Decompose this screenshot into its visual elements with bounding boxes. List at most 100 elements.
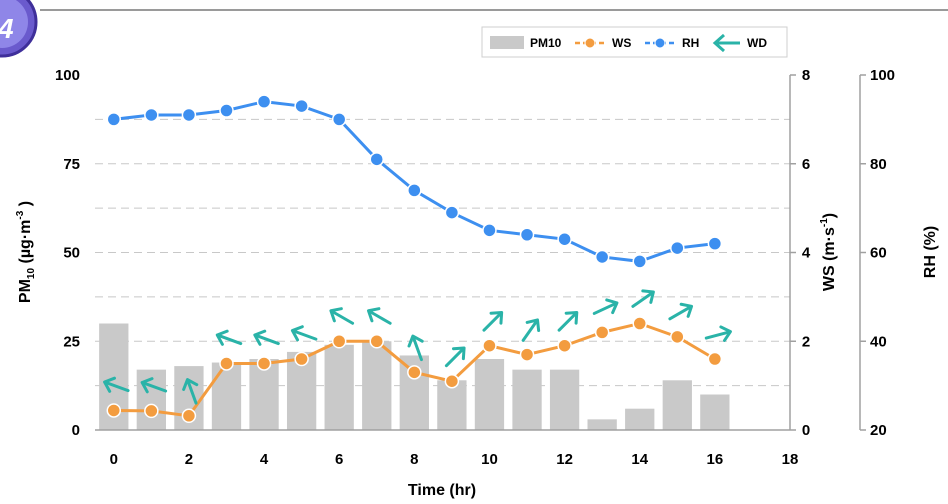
wd-arrow-head — [329, 307, 343, 323]
left-axis-title-main: PM — [17, 279, 34, 303]
x-tick-label: 2 — [185, 451, 193, 468]
ws-marker — [256, 356, 272, 371]
legend-rh-label: RH — [682, 36, 699, 50]
ws-marker — [369, 334, 385, 349]
ws-marker — [707, 351, 723, 367]
ws-tick-label: 8 — [802, 67, 810, 84]
rh-marker — [519, 227, 535, 242]
legend-rh-marker — [654, 37, 666, 49]
legend-wd-arrow-icon — [712, 33, 740, 53]
ws-marker — [594, 325, 610, 340]
ws-tick-label: 6 — [802, 156, 810, 173]
x-axis-title: Time (hr) — [408, 482, 476, 499]
pm10-bar — [211, 362, 242, 430]
x-tick-label: 6 — [335, 451, 343, 468]
ws-marker — [482, 338, 497, 353]
pm10-bar — [587, 419, 617, 430]
left-axis-title: PM10 (µg·m-3 ) — [15, 201, 37, 303]
ws-tick-label: 0 — [802, 422, 810, 439]
rh-marker — [444, 205, 460, 220]
wd-arrow-shaft — [291, 329, 318, 341]
rh-marker — [707, 236, 723, 251]
ws-marker — [294, 351, 309, 367]
wd-arrow — [253, 329, 280, 346]
left-tick-label: 100 — [55, 67, 80, 84]
wd-arrow-shaft — [704, 330, 731, 340]
pm10-bar — [324, 344, 354, 430]
wd-arrow-shaft — [592, 301, 618, 315]
ws-axis-title-main: WS (m·s — [821, 227, 838, 291]
wd-arrow-head — [140, 377, 154, 394]
legend-pm10-label: PM10 — [530, 36, 562, 50]
left-axis-title-unit: (µg·m — [17, 220, 34, 268]
rh-marker — [594, 249, 610, 265]
pm10-bar — [249, 359, 279, 430]
left-tick-label: 0 — [72, 422, 80, 439]
wd-arrow-head — [451, 346, 466, 361]
wd-arrow — [366, 307, 392, 325]
legend-wd-label: WD — [747, 36, 767, 50]
wd-arrow — [215, 329, 243, 346]
legend-box — [481, 26, 788, 58]
ws-marker — [670, 329, 685, 345]
rh-marker — [557, 231, 572, 247]
legend-ws-marker — [584, 37, 596, 49]
wd-arrow — [704, 325, 732, 342]
ws-marker — [106, 403, 122, 418]
ws-marker — [632, 316, 647, 331]
wd-arrow-head — [679, 302, 694, 318]
wd-arrow-head — [564, 310, 579, 325]
wd-arrow-shaft — [411, 335, 423, 362]
wd-arrow-shaft — [216, 333, 243, 346]
wd-arrow-head — [103, 376, 116, 393]
pm10-bar — [700, 394, 730, 430]
wd-arrow-head — [366, 307, 381, 323]
ws-tick-label: 2 — [802, 333, 810, 350]
axis-layer — [95, 74, 866, 431]
ws-axis-title: WS (m·s-1) — [819, 213, 838, 291]
wd-arrow — [329, 307, 355, 325]
rh-tick-label: 40 — [870, 333, 887, 350]
ws-marker — [331, 334, 347, 349]
wd-arrow-shaft — [330, 309, 355, 325]
wd-arrow-shaft — [521, 319, 539, 342]
left-tick-label: 75 — [63, 156, 80, 173]
grid-layer — [95, 118, 790, 387]
ws-marker — [144, 403, 159, 419]
rh-marker — [256, 94, 272, 109]
rh-tick-label: 80 — [870, 156, 887, 173]
wd-arrow-shaft — [186, 379, 198, 405]
rh-tick-label: 20 — [870, 422, 887, 439]
ws-marker — [444, 373, 460, 389]
x-tick-label: 0 — [110, 451, 118, 468]
rh-marker — [144, 107, 159, 123]
pm10-bar — [474, 359, 505, 430]
x-tick-label: 10 — [481, 451, 498, 468]
pm10-bar — [625, 408, 655, 430]
ws-marker — [407, 365, 422, 380]
wd-arrow-head — [290, 325, 304, 342]
legend-pm10-swatch — [490, 36, 524, 49]
pm10-bar — [549, 369, 580, 430]
ws-tick-label: 4 — [802, 245, 811, 262]
x-tick-label: 12 — [556, 451, 573, 468]
wd-arrow — [407, 334, 424, 362]
rh-marker — [331, 112, 347, 127]
left-axis-title-sub: 10 — [26, 268, 37, 280]
wd-arrow — [592, 298, 619, 315]
wd-arrow-head — [407, 334, 424, 348]
x-tick-label: 8 — [410, 451, 418, 468]
pm10-bar — [362, 341, 392, 430]
wd-arrow — [521, 318, 541, 342]
left-tick-label: 50 — [63, 245, 80, 262]
wd-arrow — [668, 302, 694, 321]
wd-arrow — [557, 310, 579, 332]
line-layer — [106, 94, 723, 424]
wd-arrow-head — [215, 329, 229, 346]
rh-marker — [219, 103, 234, 118]
wd-arrow — [103, 376, 130, 393]
wd-arrow-shaft — [254, 333, 280, 346]
wd-arrow — [482, 310, 504, 332]
rh-marker — [407, 183, 422, 198]
rh-marker — [181, 107, 197, 123]
